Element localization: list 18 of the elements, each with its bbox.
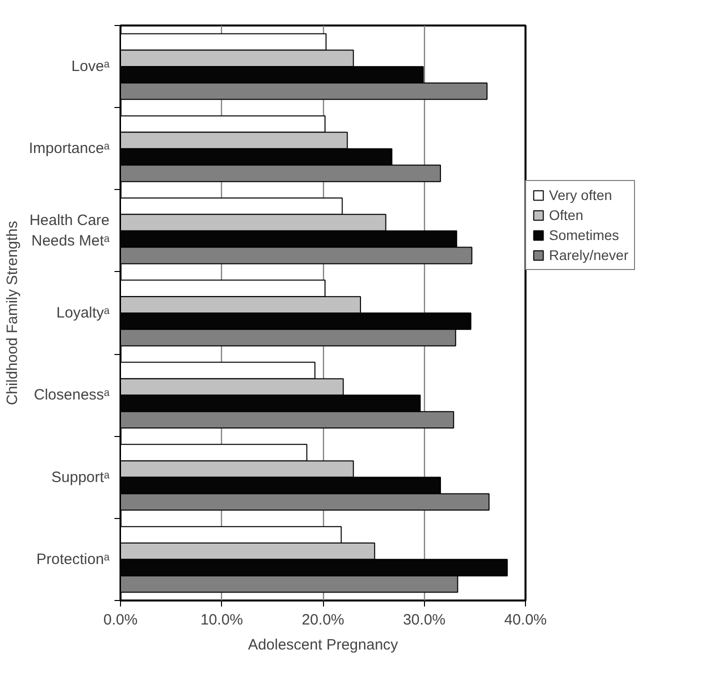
y-tick-label: Supportᵃ bbox=[51, 468, 110, 486]
y-tick-label: Protectionᵃ bbox=[36, 550, 110, 568]
legend-label: Often bbox=[549, 207, 584, 223]
x-axis-title: Adolescent Pregnancy bbox=[248, 636, 399, 654]
y-tick-label: Loveᵃ bbox=[71, 58, 110, 76]
y-axis-title: Childhood Family Strengths bbox=[4, 220, 21, 406]
x-tick-label: 0.0% bbox=[103, 612, 138, 628]
x-tick-label: 40.0% bbox=[504, 612, 547, 628]
legend-label: Very often bbox=[549, 187, 612, 203]
y-tick-label: Health Care Needs Metᵃ bbox=[29, 212, 110, 250]
legend-label: Sometimes bbox=[549, 227, 620, 243]
x-tick-label: 30.0% bbox=[402, 612, 446, 628]
legend-label: Rarely/never bbox=[549, 247, 628, 263]
y-tick-label: Loyaltyᵃ bbox=[56, 304, 110, 322]
y-tick-label: Importanceᵃ bbox=[28, 140, 110, 158]
x-tick-label: 20.0% bbox=[302, 612, 344, 628]
x-tick-label: 10.0% bbox=[200, 612, 244, 628]
y-tick-label: Closenessᵃ bbox=[34, 386, 110, 404]
